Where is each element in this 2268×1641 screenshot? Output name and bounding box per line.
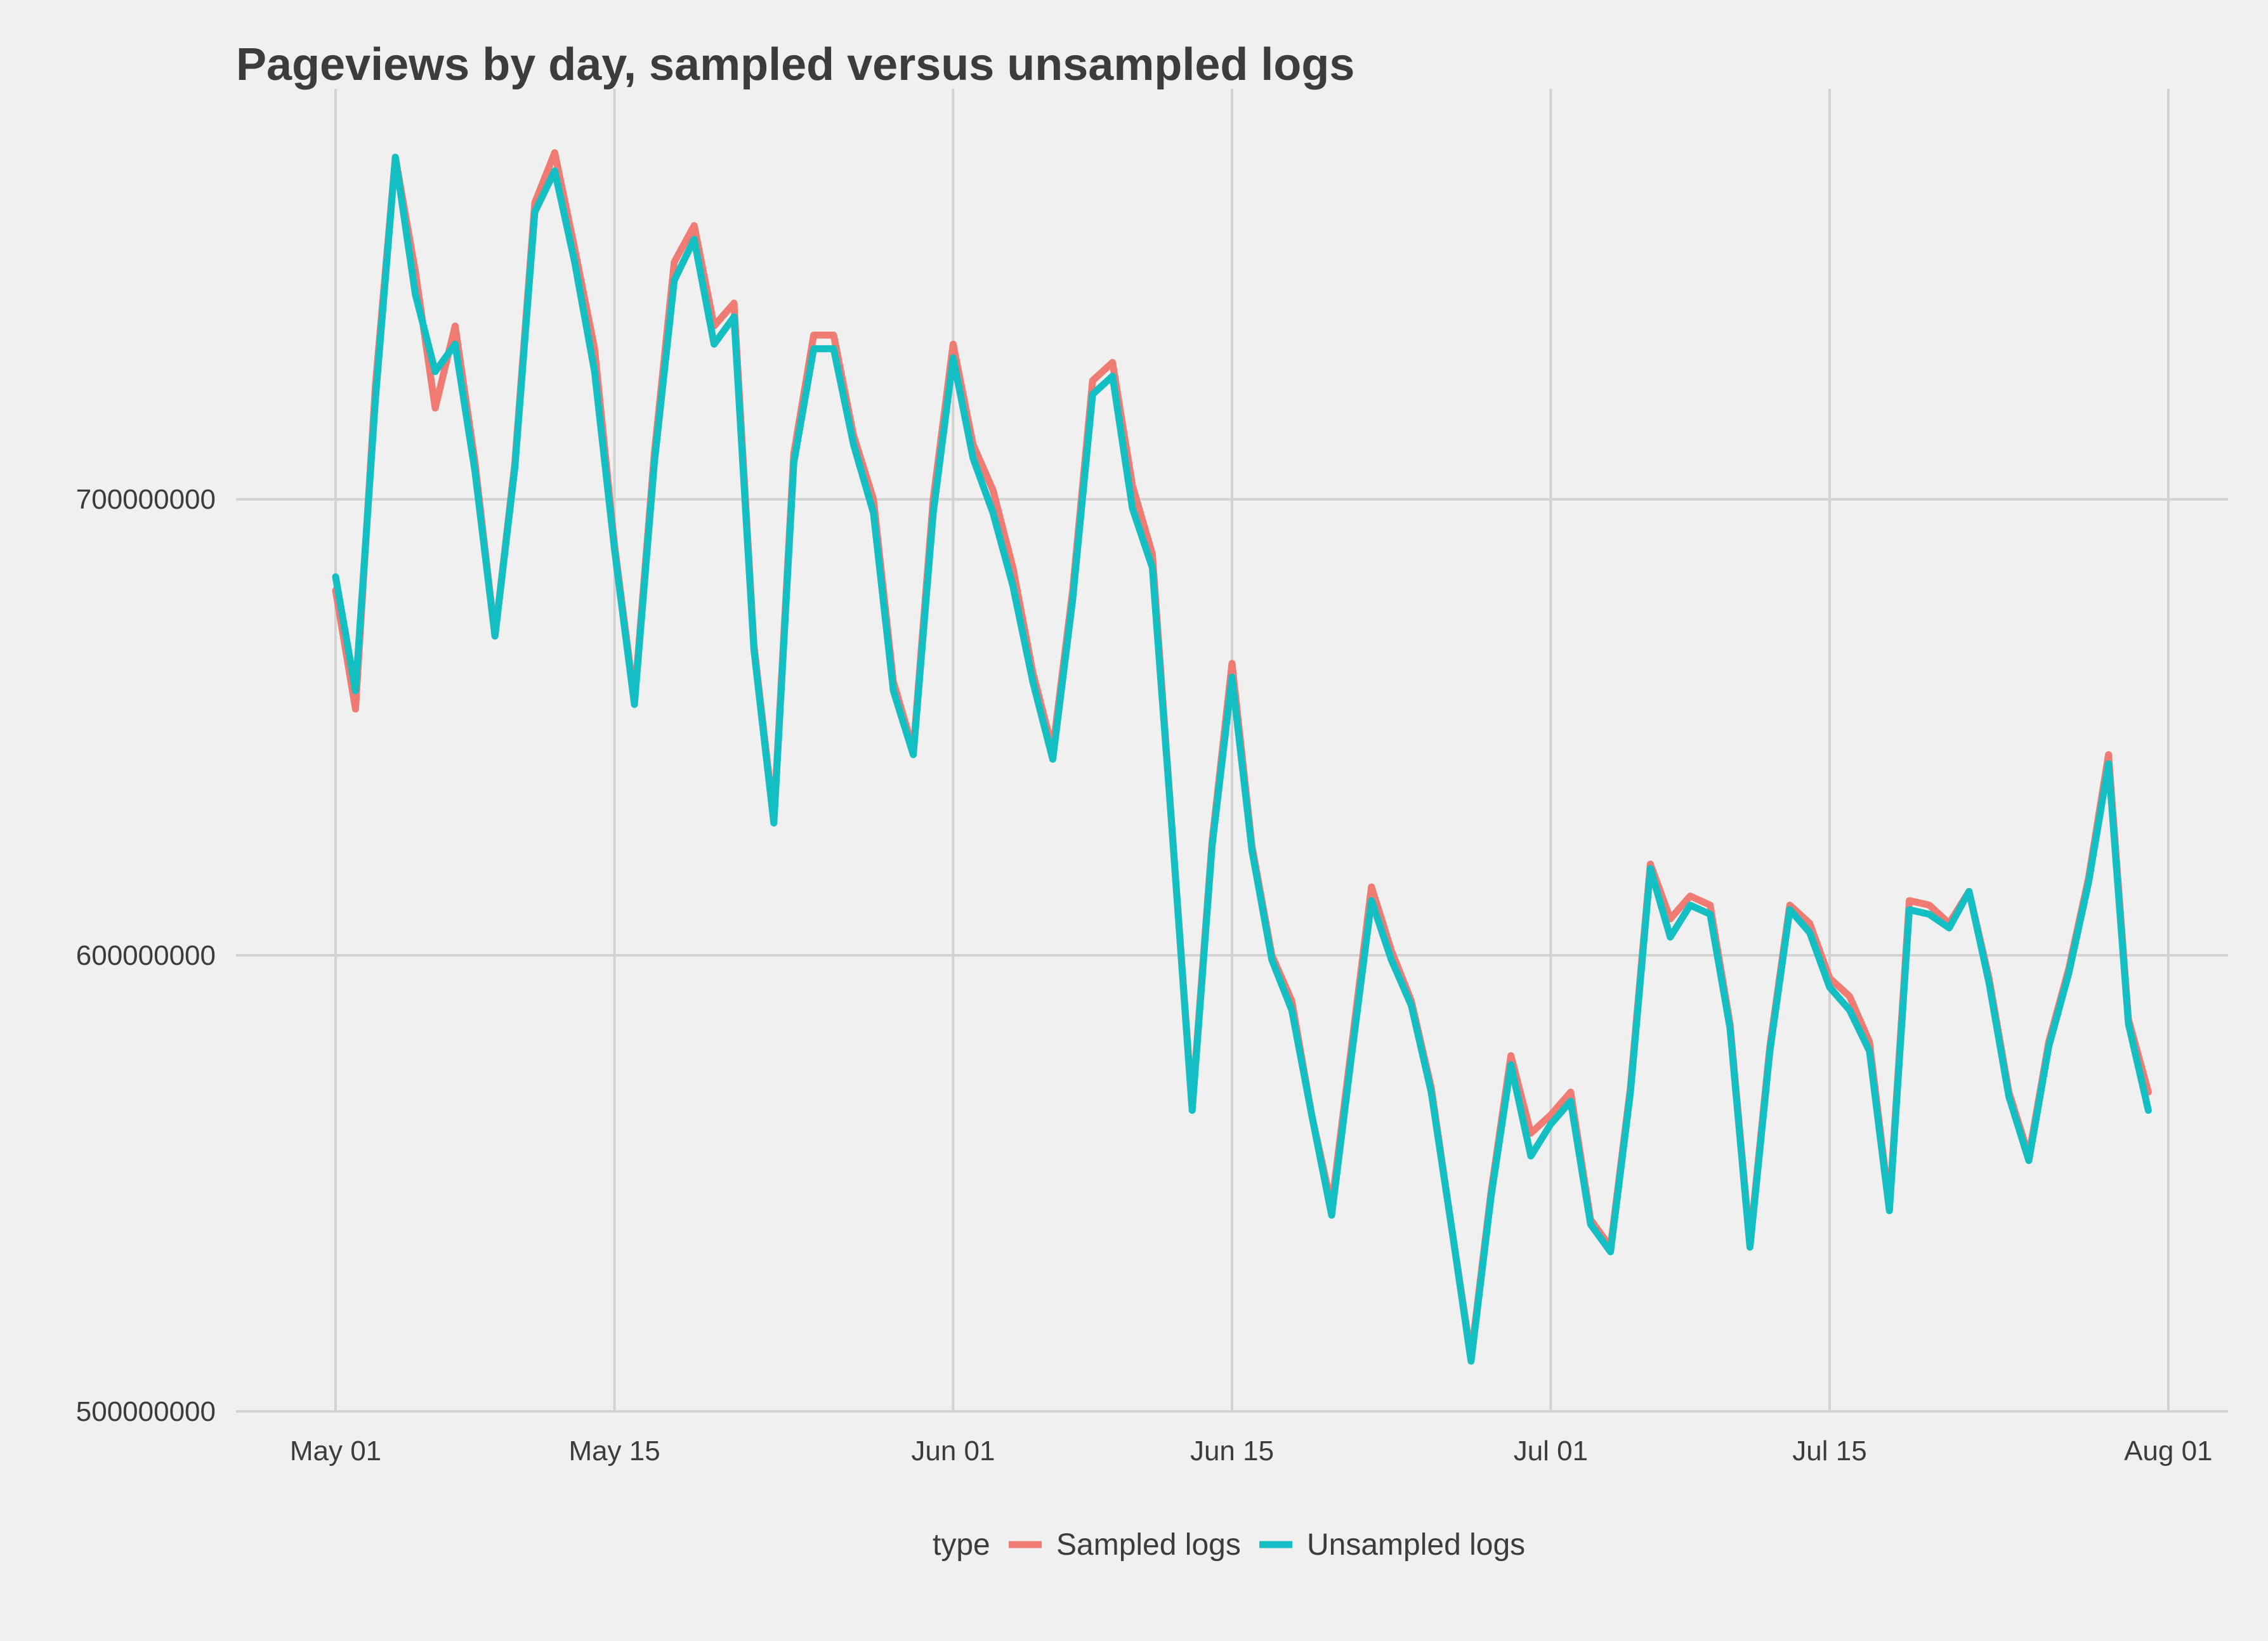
legend-label: Sampled logs — [1056, 1528, 1241, 1562]
x-axis-tick-labels: May 01 May 15 Jun 01 Jun 15 Jul 01 Jul 15 Aug … — [290, 1435, 2213, 1467]
x-tick-label: Jul 15 — [1792, 1435, 1866, 1467]
x-tick-label: Jul 01 — [1514, 1435, 1588, 1467]
x-tick-label: Jun 15 — [1190, 1435, 1274, 1467]
chart-title: Pageviews by day, sampled versus unsampl… — [236, 39, 1354, 90]
y-axis-tick-labels: 500000000 600000000 700000000 — [76, 484, 216, 1427]
legend-label: Unsampled logs — [1307, 1528, 1525, 1562]
x-tick-label: Aug 01 — [2124, 1435, 2212, 1467]
x-tick-label: May 01 — [290, 1435, 381, 1467]
legend-title: type — [933, 1528, 990, 1562]
legend-items: Sampled logs Unsampled logs — [1009, 1528, 1525, 1562]
y-tick-label: 700000000 — [76, 484, 216, 515]
y-tick-label: 500000000 — [76, 1396, 216, 1427]
series-line-unsampled — [332, 154, 2152, 1365]
x-tick-label: Jun 01 — [911, 1435, 995, 1467]
series-lines — [332, 149, 2152, 1365]
x-tick-label: May 15 — [568, 1435, 660, 1467]
legend: type Sampled logs Unsampled logs — [933, 1528, 1525, 1562]
y-tick-label: 600000000 — [76, 940, 216, 971]
y-gridlines — [236, 498, 2228, 1413]
x-gridlines — [334, 89, 2170, 1411]
